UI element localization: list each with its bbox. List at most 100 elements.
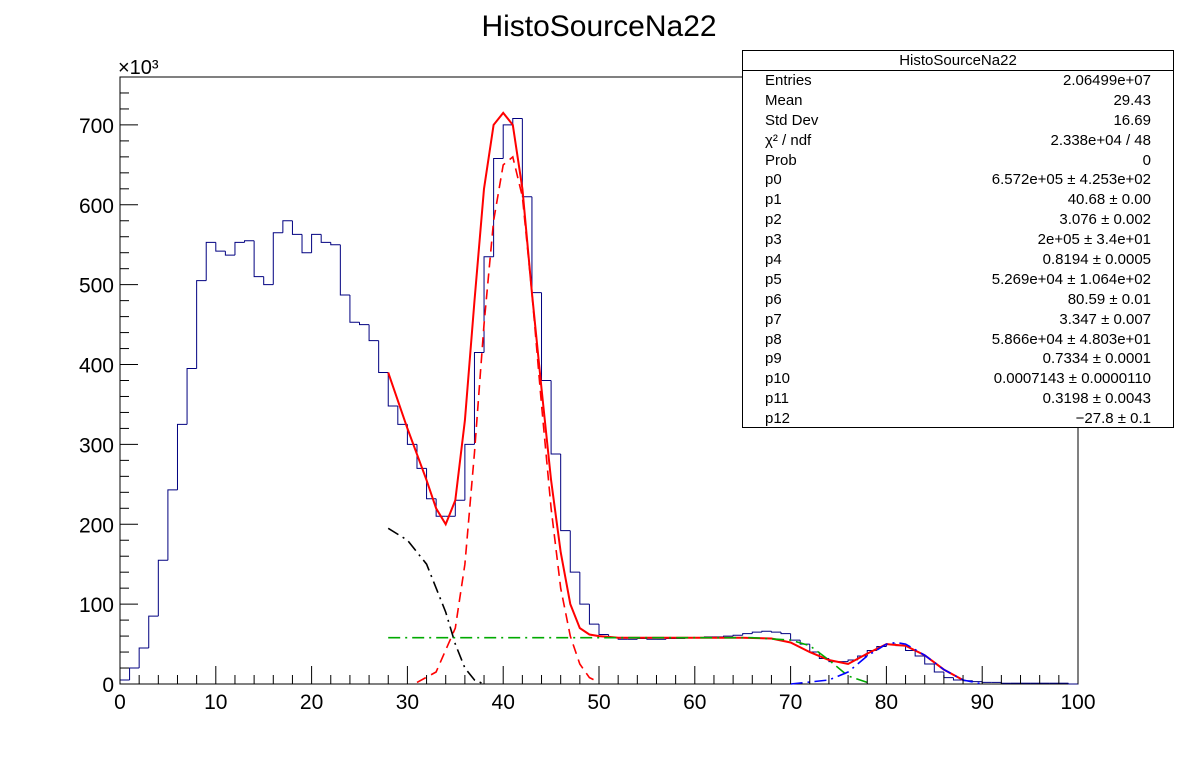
- stat-value: 29.43: [1113, 91, 1151, 109]
- stat-row: Std Dev 16.69: [743, 111, 1173, 131]
- y-tick-label: 400: [79, 355, 114, 378]
- histogram-bin: [119, 679, 130, 684]
- stat-value: 3.347 ± 0.007: [1059, 310, 1151, 328]
- stat-value: 5.269e+04 ± 1.064e+02: [991, 270, 1151, 288]
- histogram-bin: [512, 118, 523, 125]
- stat-name: Mean: [765, 91, 803, 109]
- stat-row: p2 3.076 ± 0.002: [743, 210, 1173, 230]
- histogram-bin: [397, 406, 408, 425]
- fit-curve-0: [387, 111, 964, 681]
- histogram-bin: [531, 196, 542, 294]
- y-tick-label: 200: [79, 514, 114, 537]
- stat-row: Mean 29.43: [743, 91, 1173, 111]
- histogram-bin: [972, 680, 983, 683]
- histogram-bin: [933, 664, 944, 673]
- histogram-bin: [780, 632, 791, 635]
- x-tick-label: 90: [971, 691, 994, 714]
- fit-curve-1: [416, 155, 600, 684]
- stat-name: p1: [765, 191, 782, 209]
- histogram-bin: [301, 234, 312, 254]
- stat-row: χ² / ndf 2.338e+04 / 48: [743, 131, 1173, 151]
- stat-value: 3.076 ± 0.002: [1059, 211, 1151, 229]
- stat-name: p11: [765, 390, 789, 408]
- x-tick-label: 20: [300, 691, 323, 714]
- stat-value: 2.06499e+07: [1062, 72, 1151, 89]
- histogram-bin: [588, 604, 599, 625]
- stat-name: p0: [765, 171, 782, 189]
- histogram-bin: [521, 118, 532, 198]
- stat-row: p4 0.8194 ± 0.0005: [743, 250, 1173, 270]
- y-tick-label: 700: [79, 115, 114, 138]
- histogram-bin: [244, 240, 255, 243]
- stat-name: p4: [765, 251, 782, 269]
- histogram-bin: [215, 242, 226, 252]
- histogram-bin: [435, 498, 446, 517]
- fit-curve-2: [387, 527, 485, 685]
- stats-box-title: HistoSourceNa22: [743, 51, 1173, 71]
- stat-name: Entries: [765, 72, 812, 89]
- stats-rows: Entries 2.06499e+07 Mean 29.43 Std Dev 16.69 χ…: [743, 71, 1173, 429]
- stat-name: p5: [765, 270, 782, 288]
- histogram-bin: [196, 280, 207, 369]
- histogram-bin: [205, 241, 216, 281]
- histogram-bin: [1000, 682, 1011, 684]
- y-tick-label: 500: [79, 275, 114, 298]
- histogram-bin: [378, 340, 389, 374]
- histogram-bin: [914, 650, 925, 657]
- stat-row: p0 6.572e+05 ± 4.253e+02: [743, 170, 1173, 190]
- histogram-bin: [742, 633, 753, 636]
- histogram-bin: [368, 324, 379, 342]
- stat-name: p9: [765, 350, 782, 368]
- y-tick-label: 600: [79, 195, 114, 218]
- histogram-bin: [541, 292, 552, 381]
- histogram-bin: [1067, 683, 1078, 685]
- x-tick-label: 0: [114, 691, 126, 714]
- histogram-bin: [157, 559, 168, 617]
- stat-row: p7 3.347 ± 0.007: [743, 310, 1173, 330]
- stat-value: 0: [1142, 151, 1151, 169]
- stat-row: p12 −27.8 ± 0.1: [743, 409, 1173, 429]
- histogram-bin: [646, 638, 657, 640]
- stat-row: Prob 0: [743, 151, 1173, 171]
- stat-value: 80.59 ± 0.01: [1067, 290, 1151, 308]
- stat-row: p11 0.3198 ± 0.0043: [743, 389, 1173, 409]
- histogram-bin: [282, 220, 293, 233]
- fit-curve-3: [388, 636, 868, 684]
- x-tick-label: 60: [683, 691, 706, 714]
- x-tick-label: 100: [1060, 691, 1095, 714]
- y-tick-label: 0: [102, 674, 114, 697]
- x-tick-label: 50: [587, 691, 610, 714]
- histogram-bin: [598, 624, 609, 635]
- histogram-bin: [464, 443, 475, 501]
- histogram-bin: [790, 633, 801, 641]
- stats-box: HistoSourceNa22 Entries 2.06499e+07 Mean 29…: [742, 50, 1174, 428]
- stat-name: p3: [765, 231, 782, 249]
- fit-curves-layer: [387, 111, 983, 685]
- stat-name: p12: [765, 410, 791, 428]
- histogram-bin: [751, 631, 762, 634]
- histogram-bin: [129, 667, 140, 681]
- fit-curve-4: [790, 641, 983, 685]
- x-tick-label: 40: [492, 691, 515, 714]
- histogram-bin: [176, 423, 188, 490]
- histogram-bin: [732, 634, 743, 637]
- histogram-bin: [550, 380, 561, 455]
- stat-value: 5.866e+04 ± 4.803e+01: [991, 330, 1151, 348]
- stat-name: p2: [765, 211, 782, 229]
- histogram-bin: [560, 453, 571, 532]
- histogram-bin: [234, 241, 245, 256]
- x-tick-label: 70: [779, 691, 802, 714]
- histogram-bin: [224, 251, 235, 256]
- histogram-bin: [952, 677, 964, 681]
- stat-row: p10 0.0007143 ± 0.0000110: [743, 369, 1173, 389]
- stat-value: 0.0007143 ± 0.0000110: [993, 370, 1151, 388]
- y-tick-label: 100: [79, 594, 114, 617]
- histogram-bin: [770, 631, 782, 633]
- histogram-bin: [454, 499, 465, 517]
- stat-value: 0.3198 ± 0.0043: [1042, 390, 1151, 408]
- histogram-bin: [148, 615, 159, 649]
- x-tick-label: 30: [396, 691, 419, 714]
- histogram-bin: [723, 635, 734, 637]
- stat-value: −27.8 ± 0.1: [1075, 410, 1151, 428]
- histogram-bin: [272, 232, 283, 285]
